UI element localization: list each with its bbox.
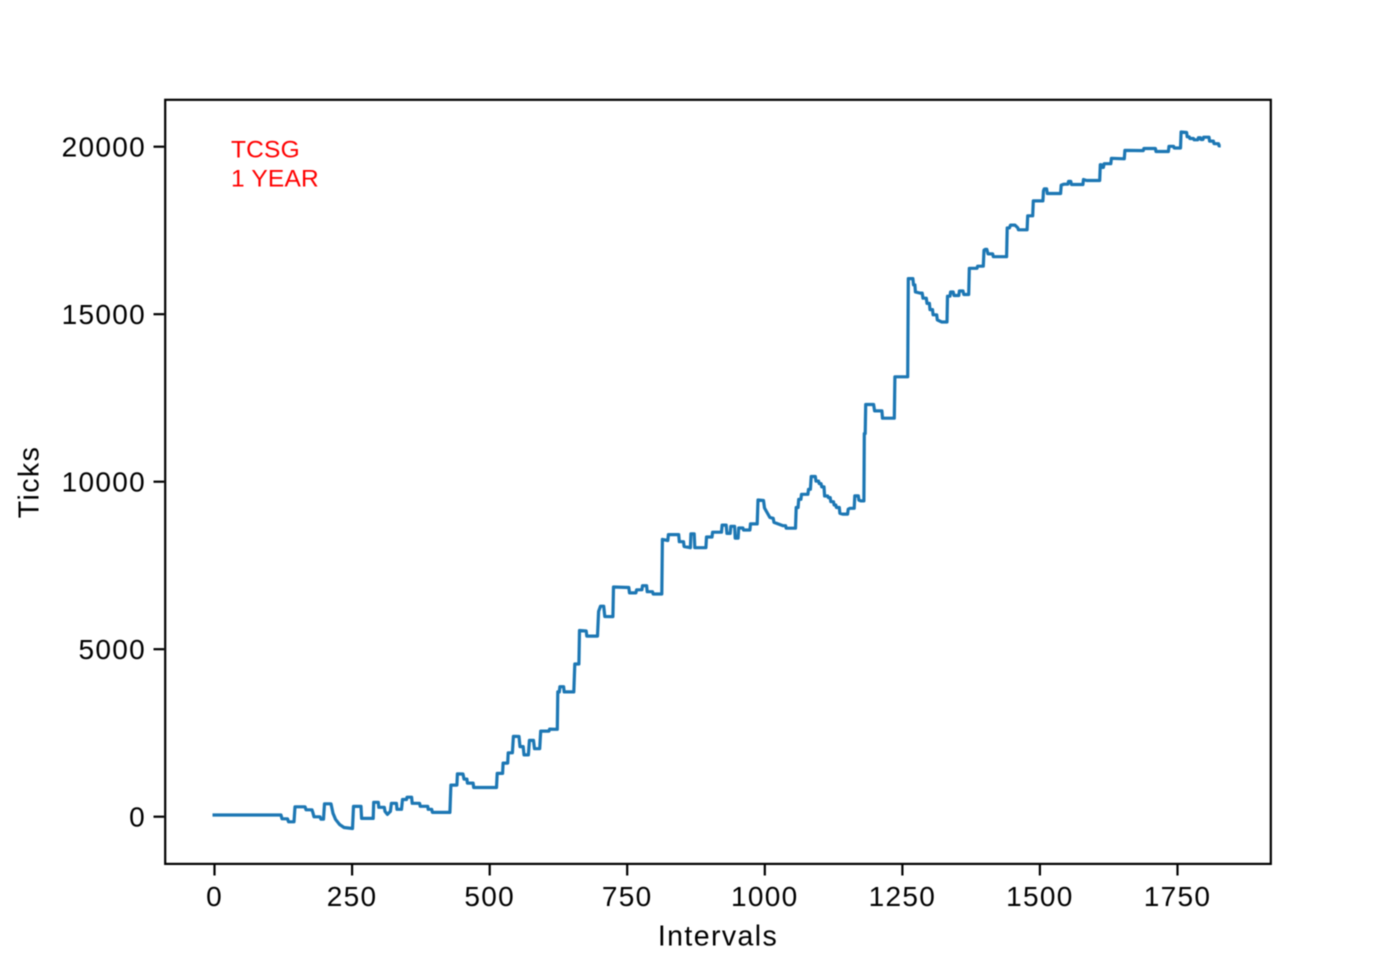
svg-text:750: 750: [602, 881, 653, 912]
svg-text:250: 250: [327, 881, 378, 912]
svg-text:20000: 20000: [62, 132, 146, 163]
svg-text:500: 500: [464, 881, 515, 912]
svg-text:10000: 10000: [62, 467, 146, 498]
svg-text:15000: 15000: [62, 299, 146, 330]
svg-text:TCSG: TCSG: [231, 136, 300, 163]
svg-text:1500: 1500: [1006, 881, 1074, 912]
svg-text:1000: 1000: [731, 881, 799, 912]
svg-text:0: 0: [206, 881, 223, 912]
svg-text:Intervals: Intervals: [658, 921, 778, 953]
svg-text:5000: 5000: [79, 634, 147, 665]
svg-text:0: 0: [129, 802, 146, 833]
svg-text:1250: 1250: [869, 881, 937, 912]
svg-text:1 YEAR: 1 YEAR: [231, 165, 319, 192]
svg-text:Ticks: Ticks: [14, 446, 46, 518]
svg-text:1750: 1750: [1144, 881, 1212, 912]
